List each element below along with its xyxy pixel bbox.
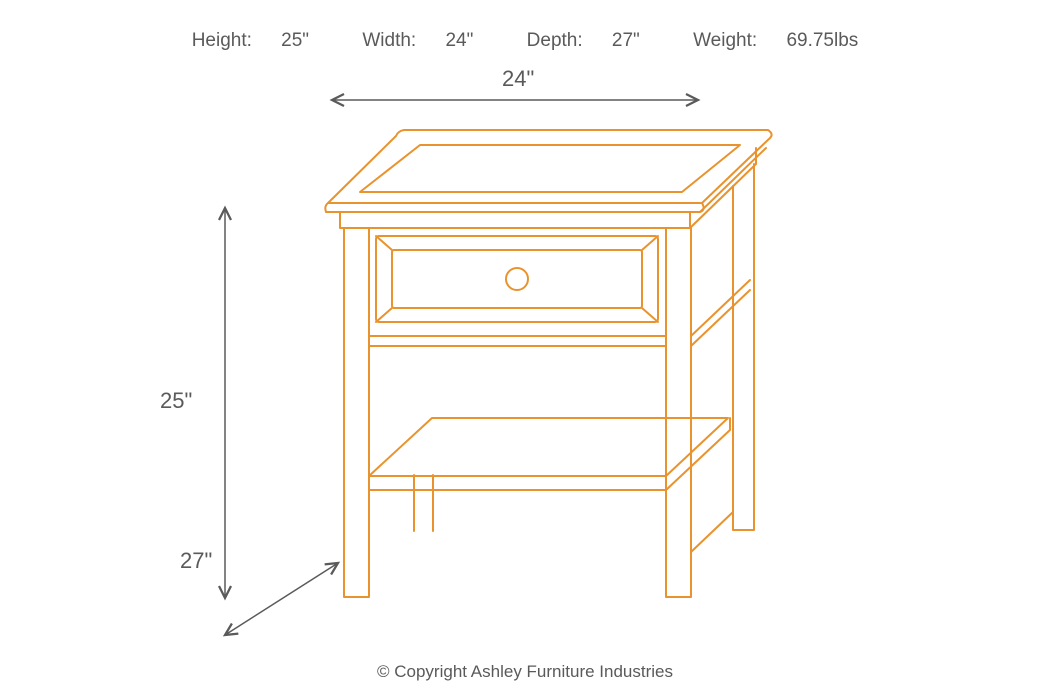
dimension-arrows [225,100,698,635]
height-label: 25" [160,388,192,414]
depth-arrow [225,563,338,635]
copyright-text: © Copyright Ashley Furniture Industries [0,662,1050,682]
table-outline [325,130,771,597]
width-label: 24" [502,66,534,92]
depth-label: 27" [180,548,212,574]
furniture-drawing [0,0,1050,700]
diagram-container: Height: 25" Width: 24" Depth: 27" Weight… [0,0,1050,700]
